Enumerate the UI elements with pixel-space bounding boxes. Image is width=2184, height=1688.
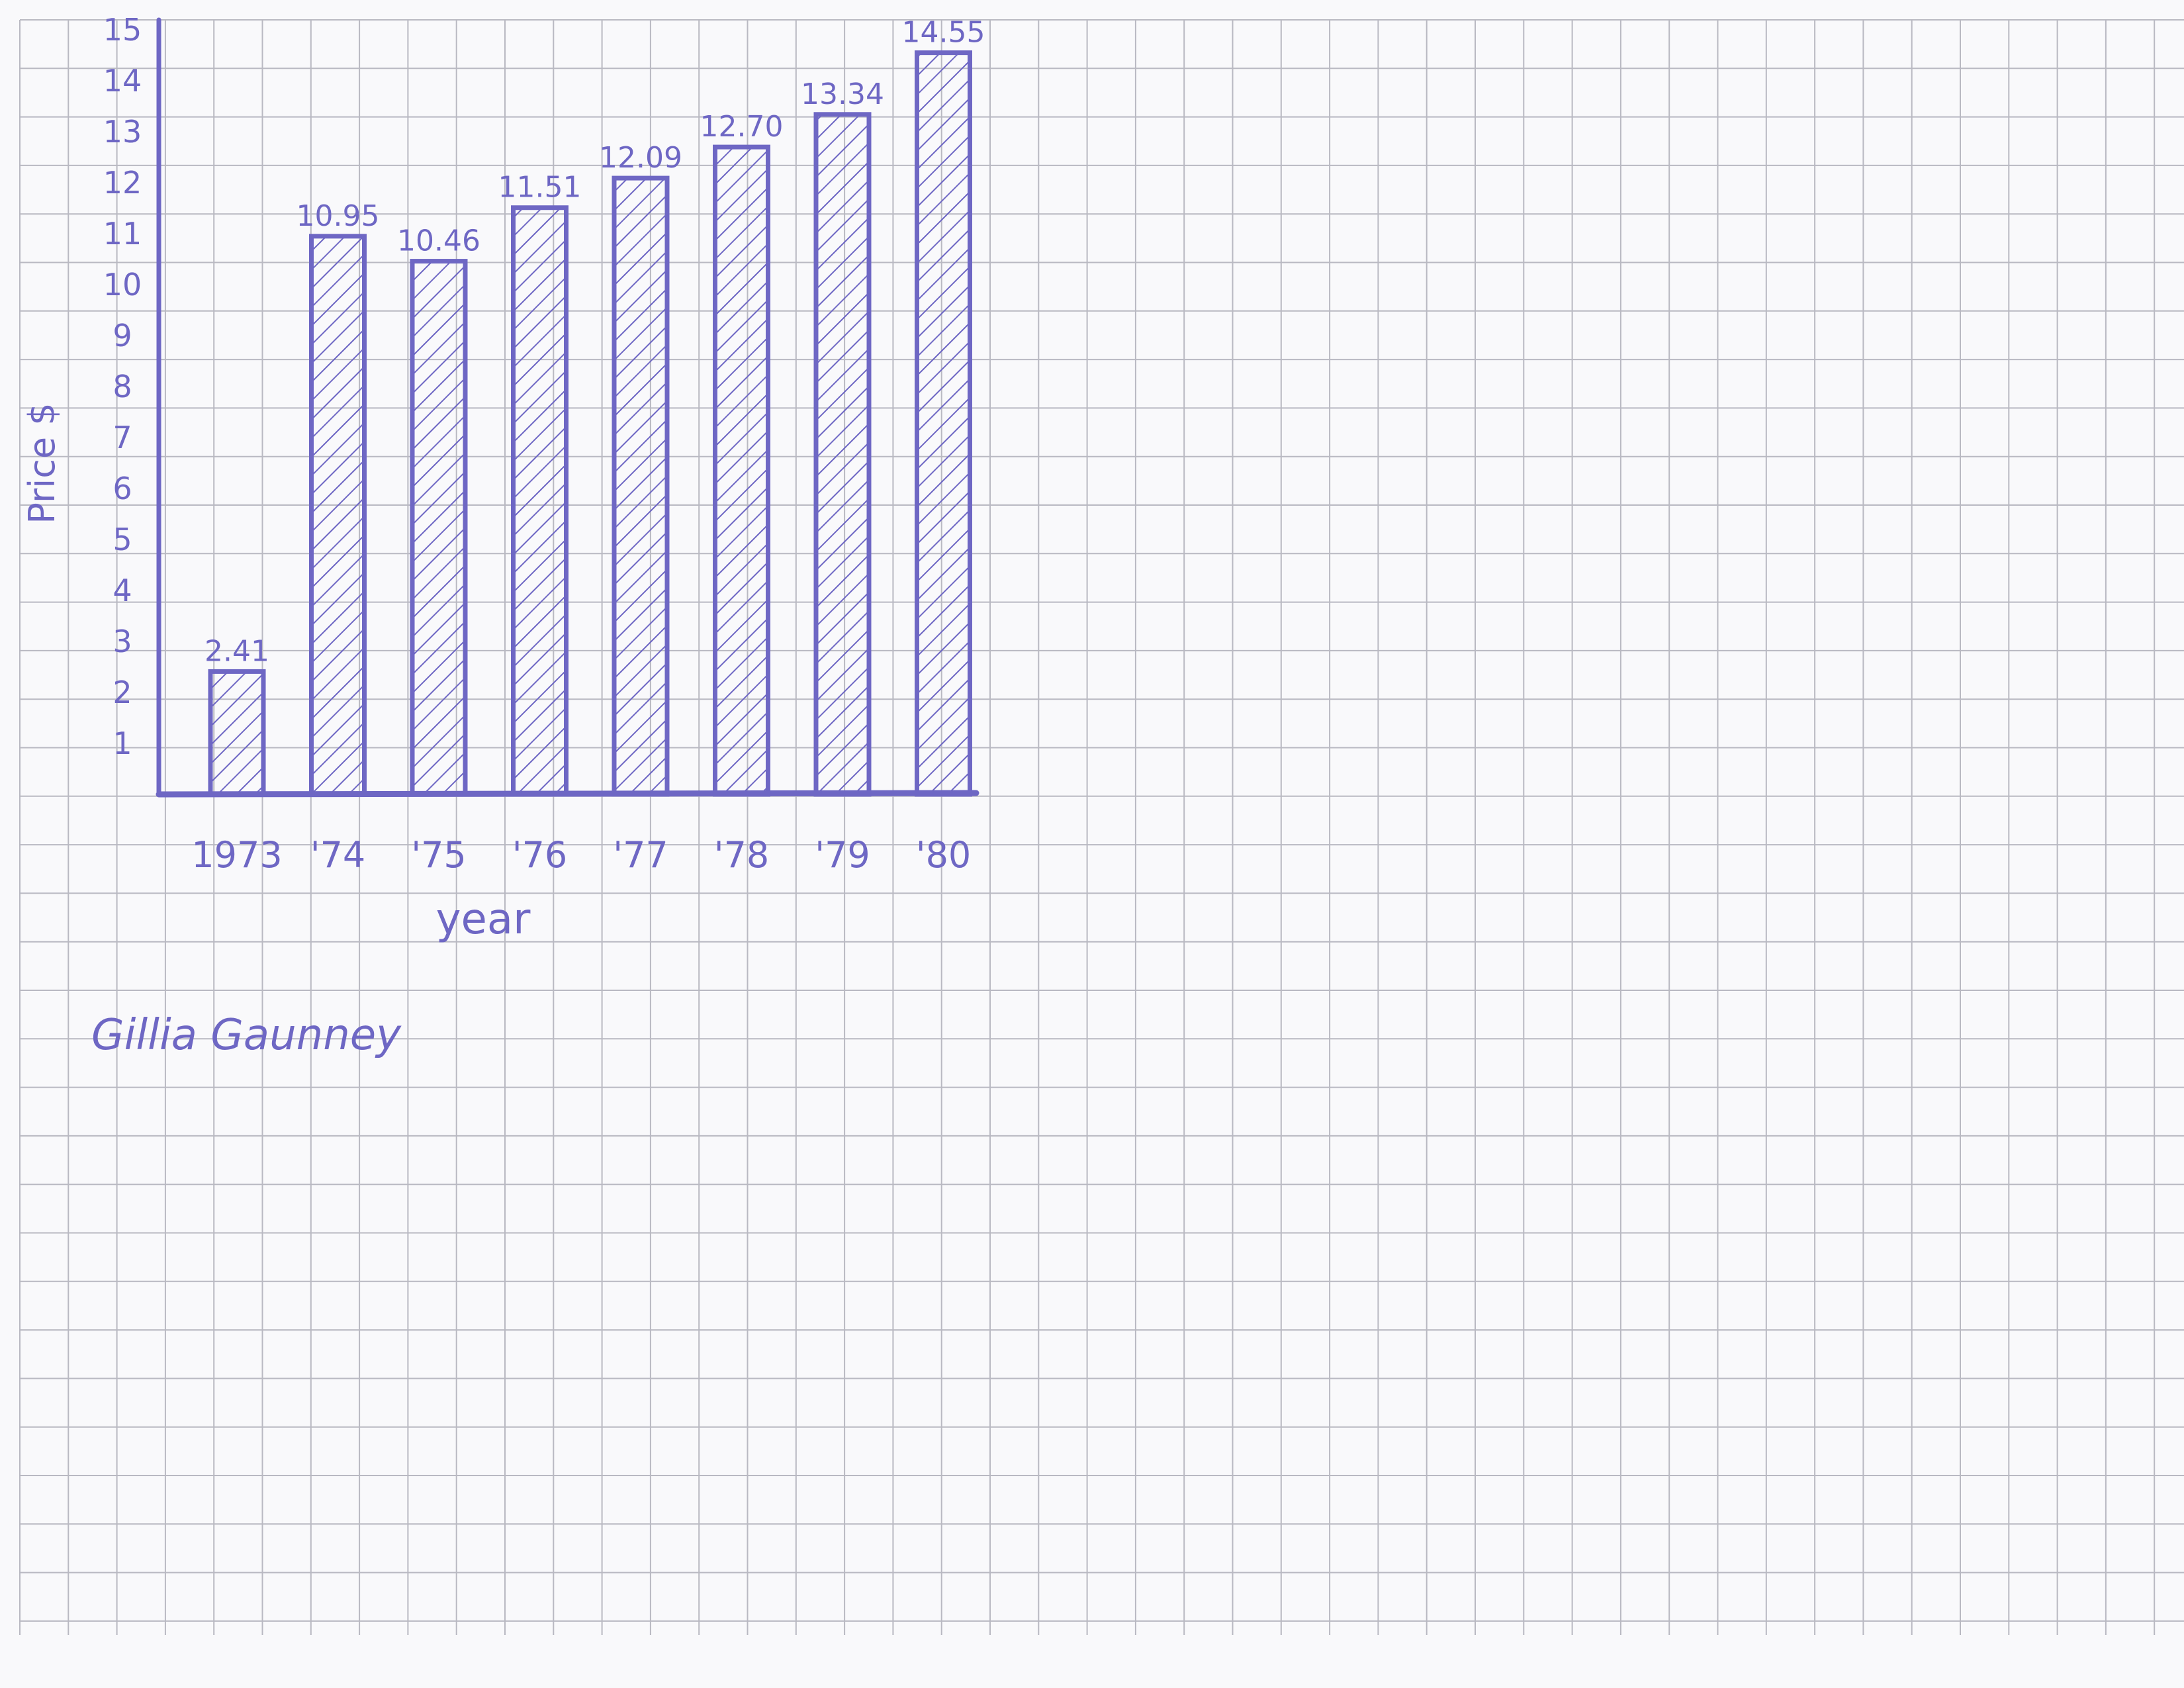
y-tick-label: 4 [113,573,132,608]
x-tick-label: '80 [916,834,972,876]
x-tick-label: '77 [613,834,668,876]
y-axis-title: Price $ [21,402,63,524]
y-tick-label: 8 [113,369,132,404]
y-tick-label: 13 [103,114,142,150]
y-tick-label: 2 [113,675,132,710]
bar [612,175,670,797]
x-axis-title: year [436,895,531,944]
x-tick-label: '78 [714,834,770,876]
bar [309,234,367,797]
bar [813,112,872,797]
bar-chart: 2.4110.9510.4611.5112.0912.7013.3414.55 … [21,12,985,944]
value-labels: 2.41 10.95 10.46 11.51 12.09 12.70 13.34 14.55 [205,16,985,669]
bar [915,50,972,797]
y-tick-label: 7 [113,420,132,455]
y-tick-label: 9 [113,318,132,353]
x-tick-labels: 1973 '74 '75 '76 '77 '78 '79 '80 [191,834,971,876]
y-tick-label: 14 [103,63,142,99]
x-tick-label: '76 [512,834,568,876]
y-tick-label: 10 [103,267,142,303]
bar [208,669,266,797]
y-tick-label: 1 [113,726,132,761]
bar [410,259,468,797]
y-tick-label: 3 [113,624,132,659]
bar [713,144,770,797]
x-tick-label: '74 [310,834,366,876]
bars [208,50,972,797]
bar [511,205,569,797]
y-tick-label: 11 [103,216,142,252]
bar-value-label: 10.46 [397,224,480,258]
x-tick-label: 1973 [191,834,282,876]
bar-value-label: 10.95 [296,199,380,233]
bar-value-label: 12.70 [700,110,784,144]
bar-value-label: 11.51 [498,171,582,205]
bar-value-label: 14.55 [902,16,985,50]
y-tick-label: 6 [113,471,132,506]
x-tick-label: '75 [411,834,467,876]
y-tick-label: 12 [103,165,142,201]
y-tick-label: 5 [113,522,132,557]
signature: Gillia Gaunney [91,1011,402,1060]
graph-grid [19,19,2184,1635]
bar-value-label: 12.09 [599,141,682,175]
bar-value-label: 13.34 [801,77,884,111]
bar-value-label: 2.41 [205,634,269,668]
x-tick-label: '79 [815,834,870,876]
y-tick-label: 15 [103,12,142,48]
